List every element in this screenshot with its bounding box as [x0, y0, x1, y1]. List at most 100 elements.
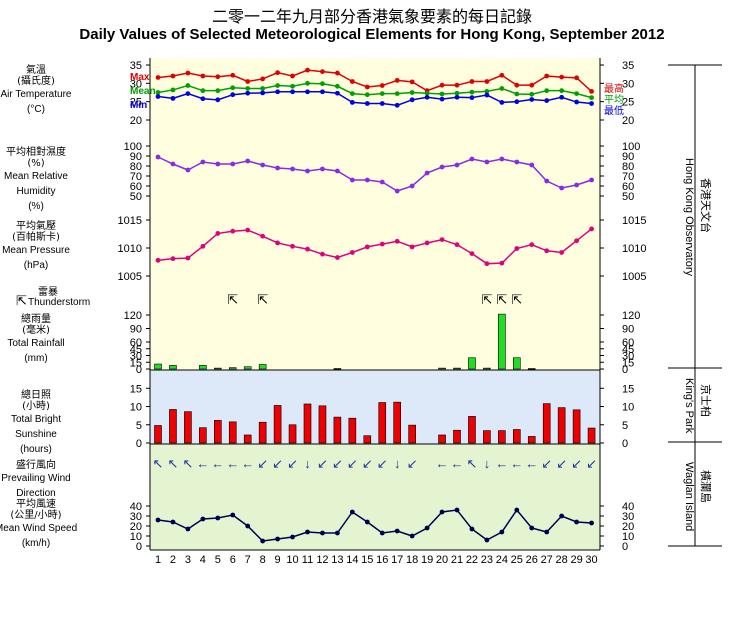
- humidity-point: [469, 156, 475, 162]
- temperature-max-line: [157, 69, 593, 92]
- pressure-point: [439, 237, 445, 243]
- temperature-max-point: [589, 89, 594, 94]
- sunshine-bar: [273, 405, 282, 444]
- x-tick-label-day: 21: [451, 554, 463, 566]
- humidity-point: [215, 161, 221, 167]
- humidity-tick-label-right: 60: [622, 181, 634, 193]
- legend-zh-mean: 平均: [604, 94, 624, 106]
- x-tick-label-day: 6: [230, 554, 236, 566]
- wind-speed-point: [335, 530, 340, 536]
- wind-speed-tick-label-left: 30: [130, 511, 142, 523]
- wind-direction-arrow: ↙: [317, 456, 328, 471]
- wind-speed-tick-label-left: 0: [136, 541, 142, 553]
- humidity-tick-label-left: 80: [130, 161, 142, 173]
- sunshine-tick-label-left: 5: [136, 420, 142, 432]
- wind-direction-arrow: ↙: [257, 456, 268, 471]
- temperature-max-point: [409, 79, 415, 85]
- x-tick-label-day: 1: [155, 554, 161, 566]
- pressure-point: [469, 251, 475, 256]
- wind-speed-point: [260, 538, 266, 544]
- temperature-min-point: [335, 90, 340, 96]
- pressure-line: [157, 228, 593, 265]
- wind-speed-tick-label-right: 40: [622, 501, 634, 513]
- station-label-hko-zh: 香港天文台: [699, 178, 713, 233]
- humidity-point: [245, 158, 251, 164]
- humidity-point: [335, 168, 340, 174]
- sunshine-label-en: (hours): [20, 444, 52, 455]
- rainfall-bar: [453, 367, 461, 370]
- temperature-min-point: [155, 94, 161, 99]
- wind-direction-arrow: ←: [211, 456, 224, 471]
- sunshine-bar: [288, 424, 297, 444]
- temperature-max-point: [275, 70, 280, 76]
- temperature-max-point: [394, 78, 400, 83]
- wind-speed-point: [484, 537, 490, 543]
- wind-speed-point: [394, 528, 400, 534]
- temperature-mean-point: [379, 91, 385, 96]
- rainfall-bar: [527, 368, 536, 370]
- rainfall-tick-label-left: 60: [130, 337, 142, 349]
- temperature-max-point: [185, 70, 191, 76]
- station-label-kp-zh: 京士柏: [699, 384, 713, 417]
- wind-speed-label-en: (km/h): [22, 538, 50, 549]
- temperature-min-point: [469, 95, 475, 101]
- station-label-hko-en: Hong Kong Observatory: [683, 158, 695, 277]
- legend-max: Max: [130, 72, 150, 83]
- temperature-mean-point: [409, 90, 415, 95]
- legend-min: Min: [130, 100, 147, 111]
- temperature-min-point: [409, 97, 415, 103]
- pressure-point: [559, 250, 565, 255]
- x-tick-label-day: 29: [570, 554, 582, 566]
- temperature-mean-point: [155, 90, 161, 95]
- temperature-max-point: [469, 79, 475, 84]
- temperature-min-point: [589, 101, 594, 106]
- temperature-mean-point: [544, 88, 550, 94]
- thunderstorm-label-en: Thunderstorm: [28, 297, 90, 308]
- rainfall-bar: [498, 313, 506, 370]
- sunshine-bar: [214, 420, 222, 444]
- sunshine-bar: [154, 425, 162, 444]
- humidity-point: [364, 177, 370, 183]
- temperature-mean-point: [200, 88, 206, 94]
- temperature-mean-point: [529, 91, 535, 97]
- temperature-min-point: [290, 89, 295, 95]
- x-tick-label-day: 11: [302, 554, 313, 566]
- sunshine-bar: [483, 430, 491, 444]
- thunderstorm-label-zh: 雷暴: [38, 286, 58, 298]
- wind-speed-point: [155, 517, 161, 523]
- humidity-tick-label-left: 50: [130, 191, 142, 203]
- rainfall-tick-label-right: 30: [622, 351, 634, 363]
- sunshine-bar: [393, 401, 402, 444]
- temperature-min-point: [499, 100, 505, 105]
- pressure-point: [424, 240, 430, 246]
- pressure-point: [379, 241, 385, 247]
- x-tick-label-day: 15: [361, 554, 373, 566]
- x-tick-label-day: 13: [331, 554, 343, 566]
- temperature-max-point: [155, 75, 161, 80]
- wind-direction-label-en: Prevailing Wind: [1, 473, 70, 484]
- humidity-point: [200, 159, 206, 165]
- temperature-mean-point: [589, 95, 594, 101]
- sunshine-tick-label-right: 10: [622, 402, 634, 414]
- x-tick-label-day: 22: [466, 554, 478, 566]
- legend-zh-min: 最低: [604, 104, 624, 117]
- humidity-tick-label-left: 60: [130, 181, 142, 193]
- temperature-mean-point: [185, 83, 191, 88]
- temperature-mean-point: [275, 83, 280, 88]
- wind-direction-arrow: ←: [525, 456, 538, 471]
- wind-speed-point: [454, 507, 460, 513]
- sunshine-tick-label-right: 5: [622, 420, 628, 432]
- wind-direction-arrow: ↙: [541, 456, 552, 471]
- sunshine-bar: [512, 429, 521, 444]
- pressure-tick-label-left: 1005: [118, 271, 142, 283]
- x-tick-label-day: 23: [481, 554, 493, 566]
- rainfall-tick-label-right: 45: [622, 344, 634, 356]
- wind-speed-point: [589, 520, 594, 526]
- rainfall-bar: [214, 367, 222, 370]
- x-tick-label-day: 16: [376, 554, 388, 566]
- sunshine-bar: [169, 409, 177, 444]
- wind-speed-point: [305, 529, 310, 535]
- temperature-mean-point: [260, 86, 266, 91]
- pressure-point: [320, 251, 325, 257]
- temperature-min-point: [559, 94, 565, 100]
